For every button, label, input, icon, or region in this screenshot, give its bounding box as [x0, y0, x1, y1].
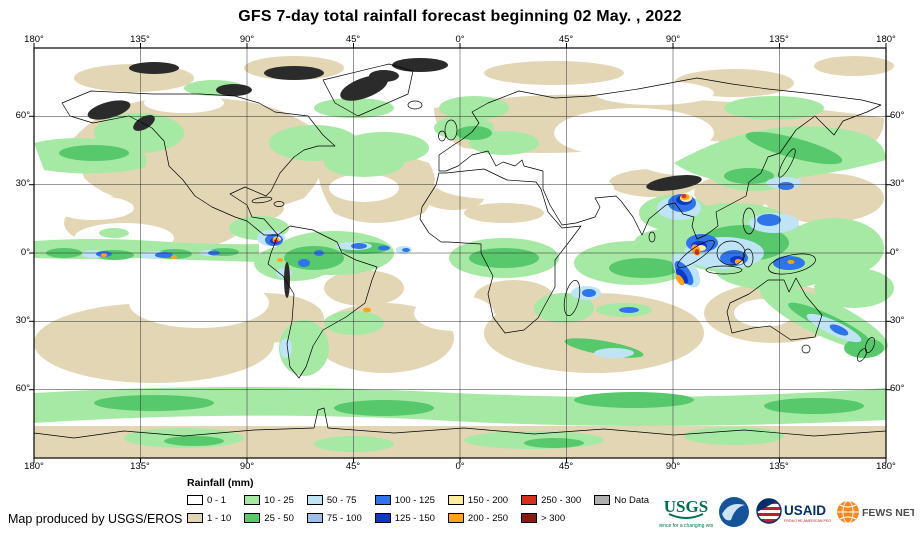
- legend-item: 1 - 10: [187, 510, 231, 526]
- legend-label: 50 - 75: [326, 494, 357, 506]
- credit-text: Map produced by USGS/EROS: [8, 512, 183, 526]
- lon-tick-label: 0°: [455, 461, 465, 472]
- usgs-swoosh: [668, 513, 704, 519]
- lon-tick-label: 180°: [24, 461, 44, 472]
- legend-swatch: [594, 495, 611, 505]
- lat-tick-label: 0°: [890, 247, 900, 258]
- usgs-logo: USGS science for a changing world: [659, 497, 713, 529]
- lat-tick-label: 0°: [20, 247, 30, 258]
- lon-tick-label: 0°: [455, 34, 465, 45]
- legend-swatch: [521, 495, 538, 505]
- lat-tick-label: 30°: [15, 178, 30, 189]
- fewsnet-logo-text: FEWS NET: [862, 507, 914, 519]
- usgs-logo-text: USGS: [664, 497, 708, 516]
- usaid-logo: USAID FROM THE AMERICAN PEOPLE: [756, 498, 831, 524]
- lon-tick-label: 90°: [239, 34, 255, 45]
- legend-label: > 300: [541, 512, 566, 524]
- usaid-logo-text: USAID: [784, 503, 826, 518]
- legend: 0 - 1 1 - 10 10 - 25 25 - 50 50 - 75 75 …: [187, 492, 649, 526]
- lat-tick-label: 60°: [15, 383, 30, 394]
- rain-band-25-50: [46, 126, 884, 448]
- page-title: GFS 7-day total rainfall forecast beginn…: [238, 8, 682, 25]
- lat-tick-label: 30°: [890, 315, 905, 326]
- legend-item: 50 - 75: [306, 492, 362, 508]
- continent-outlines: [33, 63, 887, 439]
- lat-tick-label: 60°: [15, 110, 30, 121]
- legend-swatch: [187, 513, 203, 523]
- legend-swatch: [244, 513, 261, 523]
- lon-tick-label: 45°: [558, 461, 574, 472]
- lat-tick-label: 30°: [890, 178, 905, 189]
- lat-tick-label: 30°: [15, 315, 30, 326]
- legend-item: 150 - 200: [447, 492, 509, 508]
- logo-strip: USGS science for a changing world USAID …: [659, 492, 914, 532]
- legend-item: > 300: [521, 510, 581, 526]
- legend-item: No Data: [594, 492, 649, 508]
- lon-tick-label: 90°: [665, 461, 681, 472]
- noaa-bird-icon: [722, 504, 745, 521]
- noaa-logo: [719, 497, 749, 527]
- legend-item: 100 - 125: [374, 492, 435, 508]
- legend-label: No Data: [614, 494, 650, 506]
- edge-ticks: [29, 43, 891, 463]
- legend-title: Rainfall (mm): [187, 477, 254, 489]
- legend-label: 150 - 200: [467, 494, 509, 506]
- fewsnet-logo: FEWS NET: [837, 500, 914, 524]
- graticule: [34, 48, 886, 458]
- legend-swatch: [447, 495, 464, 505]
- lon-tick-label: 45°: [345, 34, 361, 45]
- legend-swatch: [244, 495, 261, 505]
- legend-label: 1 - 10: [207, 512, 232, 524]
- legend-item: 75 - 100: [306, 510, 362, 526]
- lon-tick-label: 135°: [130, 34, 150, 45]
- usaid-tagline: FROM THE AMERICAN PEOPLE: [784, 519, 831, 523]
- fewsnet-globe-lines: [837, 500, 859, 524]
- legend-item: 0 - 1: [187, 492, 231, 508]
- usgs-tagline: science for a changing world: [659, 523, 713, 529]
- legend-item: 200 - 250: [447, 510, 509, 526]
- lon-tick-label: 90°: [239, 461, 255, 472]
- lon-tick-label: 135°: [769, 34, 789, 45]
- lon-tick-label: 135°: [130, 461, 150, 472]
- legend-label: 25 - 50: [264, 512, 294, 524]
- legend-label: 75 - 100: [326, 512, 362, 524]
- legend-label: 0 - 1: [207, 494, 227, 506]
- lon-tick-label: 90°: [665, 34, 681, 45]
- lon-tick-label: 180°: [876, 34, 896, 45]
- lon-tick-label: 45°: [558, 34, 574, 45]
- legend-swatch: [306, 495, 323, 505]
- lon-tick-label: 45°: [345, 461, 361, 472]
- legend-swatch: [187, 495, 203, 505]
- legend-label: 250 - 300: [541, 494, 582, 506]
- legend-item: 250 - 300: [521, 492, 581, 508]
- legend-item: 125 - 150: [374, 510, 435, 526]
- lon-tick-label: 135°: [769, 461, 789, 472]
- legend-swatch: [521, 513, 538, 523]
- legend-label: 200 - 250: [467, 512, 509, 524]
- legend-label: 10 - 25: [264, 494, 294, 506]
- legend-swatch: [374, 513, 391, 523]
- legend-label: 100 - 125: [394, 494, 435, 506]
- lat-tick-label: 60°: [890, 110, 905, 121]
- legend-item: 25 - 50: [244, 510, 294, 526]
- lat-tick-label: 60°: [890, 383, 905, 394]
- legend-label: 125 - 150: [394, 512, 435, 524]
- world-rainfall-map: [29, 43, 894, 463]
- lon-tick-label: 180°: [876, 461, 896, 472]
- lon-tick-label: 180°: [24, 34, 44, 45]
- legend-swatch: [447, 513, 464, 523]
- legend-swatch: [374, 495, 391, 505]
- no-data-patches: [87, 58, 702, 298]
- legend-swatch: [306, 513, 323, 523]
- legend-item: 10 - 25: [244, 492, 294, 508]
